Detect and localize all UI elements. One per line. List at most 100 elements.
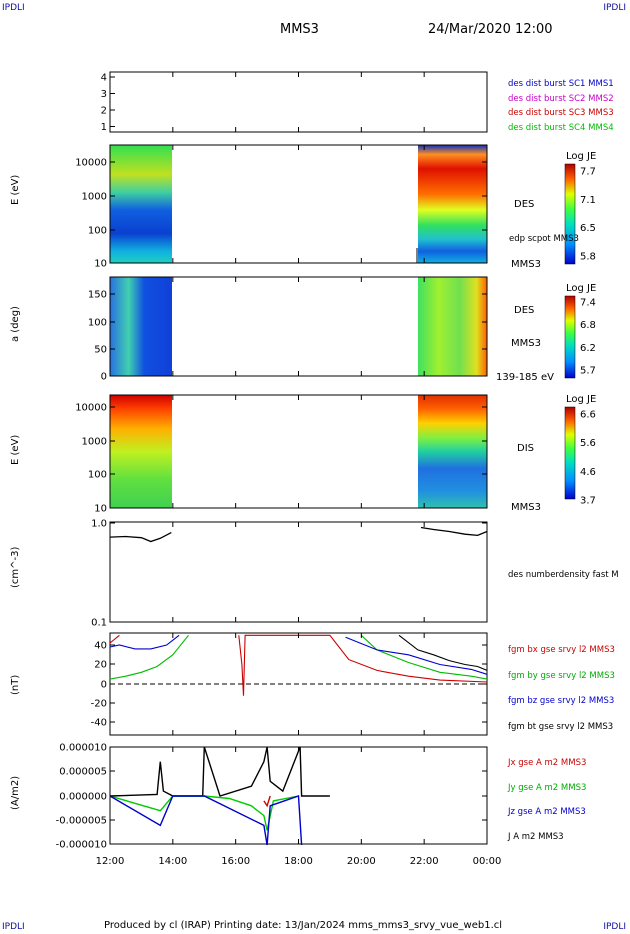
series-line	[109, 634, 120, 644]
corner-label-bottom-left: IPDLI	[2, 922, 25, 932]
des-energy-tick-label: 10000	[75, 158, 107, 169]
dis-energy-cbar-tick: 3.7	[580, 496, 596, 507]
sc-tick-label: 2	[101, 106, 107, 117]
des-pitch-tick-label: 150	[88, 290, 107, 301]
series-line	[345, 636, 488, 675]
dis-energy-spectrogram-left	[110, 395, 172, 508]
des-pitch-sc-label: MMS3	[511, 338, 541, 349]
sc-panel-frame	[109, 71, 488, 133]
des-pitch-cbar-tick: 5.7	[580, 366, 596, 377]
corner-label-bottom-right: IPDLI	[603, 922, 626, 932]
time-tick-label: 18:00	[284, 856, 313, 867]
des-pitch-tick-label: 0	[101, 372, 107, 383]
series-line	[109, 634, 180, 650]
des-energy-sc-label: MMS3	[511, 259, 541, 270]
corner-label-top-right: IPDLI	[603, 3, 626, 13]
bfield-tick-label: -40	[91, 718, 107, 729]
des-pitch-cbar-title: Log JE	[566, 283, 597, 294]
dis-energy-tick-label: 10000	[75, 403, 107, 414]
des-pitch-cbar-tick: 7.4	[580, 298, 596, 309]
des-energy-side-label: DES	[514, 199, 535, 210]
sc-tick-label: 3	[101, 89, 107, 100]
legend-entry: des dist burst SC4 MMS4	[508, 122, 614, 133]
series-line	[109, 532, 172, 543]
sc-panel-ticks: 4 3 2 1	[101, 73, 115, 133]
des-energy-tick-label: 10	[94, 259, 107, 270]
dis-energy-sc-label: MMS3	[511, 502, 541, 513]
current-tick-label: 0.000010	[59, 743, 107, 754]
time-tick-label: 00:00	[473, 856, 502, 867]
des-pitch-tick-label: 50	[94, 345, 107, 356]
axis-ticks: 10000 1000 100 10 150 100 50 0 10000 1000 100 10 1.0…	[56, 158, 596, 851]
des-energy-cbar-tick: 7.1	[580, 195, 596, 206]
des-pitch-energy-range: 139-185 eV	[496, 372, 554, 383]
series-line	[360, 634, 488, 680]
footer-credit: Produced by cl (IRAP) Printing date: 13/…	[104, 920, 503, 931]
series-line	[238, 634, 488, 696]
legend-entry: des dist burst SC1 MMS1	[508, 79, 614, 89]
time-tick-label: 12:00	[96, 856, 125, 867]
dis-energy-cbar-tick: 6.6	[580, 410, 596, 421]
legend-entry: J A m2 MMS3	[508, 831, 564, 842]
series-line	[109, 746, 330, 797]
des-energy-colorbar	[564, 163, 576, 265]
corner-label-top-left: IPDLI	[2, 3, 25, 13]
dis-energy-colorbar	[564, 406, 576, 500]
series-line	[420, 526, 488, 537]
current-tick-label: -0.000010	[56, 840, 107, 851]
des-energy-cbar-tick: 6.5	[580, 223, 596, 234]
density-tick-label: 1.0	[91, 519, 107, 530]
legend-entry: fgm by gse srvy l2 MMS3	[508, 670, 615, 681]
legend-entry: des dist burst SC2 MMS2	[508, 93, 614, 104]
des-energy-tick-label: 1000	[82, 192, 107, 203]
dis-energy-side-label: DIS	[517, 443, 534, 454]
dis-energy-tick-label: 1000	[82, 437, 107, 448]
bfield-tick-label: 0	[101, 680, 107, 691]
des-pitch-spectrogram-right	[418, 277, 487, 376]
bfield-tick-label: 20	[94, 660, 107, 671]
des-energy-tick-label: 100	[88, 226, 107, 237]
current-tick-label: -0.000005	[56, 816, 107, 827]
plot-datetime: 24/Mar/2020 12:00	[428, 22, 553, 37]
sc-tick-label: 4	[101, 73, 107, 84]
current-tick-label: 0.000000	[59, 792, 107, 803]
des-pitch-colorbar	[564, 295, 576, 379]
dis-energy-tick-label: 10	[94, 504, 107, 515]
des-pitch-cbar-tick: 6.2	[580, 343, 596, 354]
density-panel-frame	[109, 521, 488, 623]
series-line	[109, 795, 303, 846]
series-line	[398, 634, 488, 671]
series-line	[263, 795, 271, 808]
series-line	[109, 795, 299, 831]
dis-energy-tick-label: 100	[88, 470, 107, 481]
des-energy-cbar-tick: 5.8	[580, 252, 596, 263]
dis-energy-spectrogram-right	[418, 395, 487, 508]
time-tick-label: 16:00	[221, 856, 250, 867]
density-series	[109, 526, 488, 543]
time-tick-label: 22:00	[410, 856, 439, 867]
bfield-tick-label: -20	[91, 699, 107, 710]
dis-energy-cbar-tick: 4.6	[580, 467, 596, 478]
dis-energy-cbar-tick: 5.6	[580, 438, 596, 449]
time-tick-label: 14:00	[158, 856, 187, 867]
legend-entry: Jy gse A m2 MMS3	[508, 782, 587, 793]
des-pitch-spectrogram-left	[110, 277, 172, 376]
bfield-tick-label: 40	[94, 641, 107, 652]
legend-entry: des dist burst SC3 MMS3	[508, 108, 614, 118]
bfield-series	[109, 634, 488, 696]
density-tick-label: 0.1	[91, 618, 107, 629]
time-axis: 12:00 14:00 16:00 18:00 20:00 22:00 00:00	[96, 72, 502, 867]
current-tick-label: 0.000005	[59, 767, 107, 778]
legend-entry: Jx gse A m2 MMS3	[508, 758, 587, 768]
series-line	[109, 634, 189, 680]
des-energy-spectrogram-right	[418, 145, 487, 263]
dis-energy-cbar-title: Log JE	[566, 394, 597, 405]
des-pitch-cbar-tick: 6.8	[580, 320, 596, 331]
density-legend: des numberdensity fast M	[508, 570, 619, 580]
des-energy-cbar-tick: 7.7	[580, 167, 596, 178]
legend-entry: fgm bz gse srvy l2 MMS3	[508, 696, 615, 706]
current-series	[109, 746, 330, 846]
sc-tick-label: 1	[101, 122, 107, 133]
plot-title: MMS3	[280, 22, 319, 37]
